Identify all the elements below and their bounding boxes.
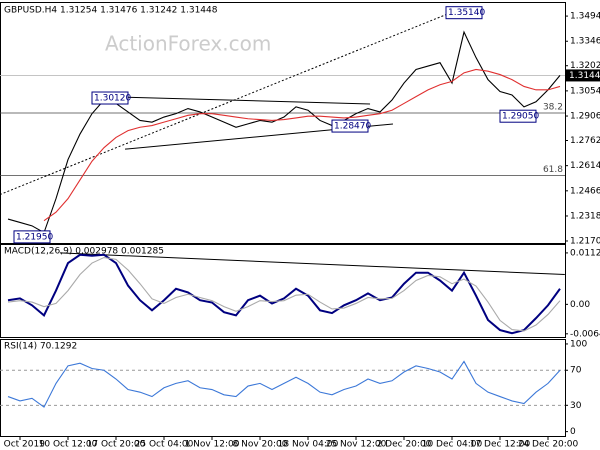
y-tick-label: 1.26140 <box>570 161 600 171</box>
rsi-title: RSI(14) 70.1292 <box>4 342 77 352</box>
x-tick-label: 10 Dec 04:00 <box>422 440 483 450</box>
x-tick-label: 8 Nov 20:00 <box>233 440 288 450</box>
price-label-box <box>445 6 483 20</box>
y-tick-label: 1.29060 <box>570 112 600 122</box>
y-tick-label: 1.24660 <box>570 186 600 196</box>
series-line <box>7 256 561 332</box>
x-tick-label: 25 Nov 12:00 <box>326 440 387 450</box>
y-tick-label: 0 <box>570 427 576 437</box>
price-title: GBPUSD.H4 1.31254 1.31476 1.31242 1.3144… <box>4 6 218 16</box>
macd-panel <box>0 244 566 338</box>
y-tick-label: -0.00642 <box>570 329 600 339</box>
price-label: 1.35140 <box>448 8 485 18</box>
x-tick-label: 24 Dec 20:00 <box>518 440 579 450</box>
price-label: 1.28470 <box>334 122 371 132</box>
trendline <box>59 252 565 276</box>
price-panel <box>0 2 566 244</box>
x-tick-label: 2 Dec 20:00 <box>377 440 432 450</box>
rsi-panel <box>0 339 566 437</box>
series-line <box>7 253 561 335</box>
x-tick-label: 10 Oct 12:00 <box>39 440 98 450</box>
trendline <box>0 10 456 196</box>
y-tick-label: 70 <box>570 366 582 376</box>
series-line <box>7 30 561 234</box>
fib-label: 38.2 <box>543 102 563 112</box>
series-line <box>7 360 561 408</box>
y-tick-label: 100 <box>570 339 587 349</box>
y-tick-label: 0.011209 <box>570 248 600 258</box>
y-tick-label: 1.34940 <box>570 12 600 22</box>
price-label: 1.30120 <box>94 94 131 104</box>
y-tick-label: 0.00 <box>570 300 590 310</box>
trendline <box>109 96 371 105</box>
price-label: 1.21950 <box>16 232 53 242</box>
x-tick-label: 17 Dec 12:00 <box>470 440 531 450</box>
y-tick-label: 1.33460 <box>570 37 600 47</box>
price-label-box <box>13 230 51 244</box>
y-tick-label: 1.32020 <box>570 61 600 71</box>
y-tick-label: 1.27620 <box>570 136 600 146</box>
y-tick-label: 1.30540 <box>570 86 600 96</box>
price-label-box <box>91 91 129 105</box>
price-tag <box>566 69 600 82</box>
y-tick-label: 1.23180 <box>570 211 600 221</box>
x-tick-label: 25 Oct 04:00 <box>135 440 194 450</box>
x-tick-label: 18 Nov 04:00 <box>278 440 339 450</box>
price-label-box <box>331 119 369 133</box>
y-tick-label: 1.21709 <box>570 236 600 246</box>
x-tick-label: 3 Oct 2019 <box>0 440 45 450</box>
price-label-box <box>499 109 537 123</box>
series-line <box>43 68 561 222</box>
x-tick-label: 1 Nov 12:00 <box>185 440 240 450</box>
price-tag-label: 1.31448 <box>569 71 600 81</box>
price-label: 1.29050 <box>502 112 539 122</box>
macd-title: MACD(12,26,9) 0.002978 0.001285 <box>4 247 164 257</box>
y-tick-label: 30 <box>570 401 582 411</box>
watermark: ActionForex.com <box>105 32 271 56</box>
fib-label: 61.8 <box>543 165 563 175</box>
x-tick-label: 17 Oct 20:00 <box>87 440 146 450</box>
